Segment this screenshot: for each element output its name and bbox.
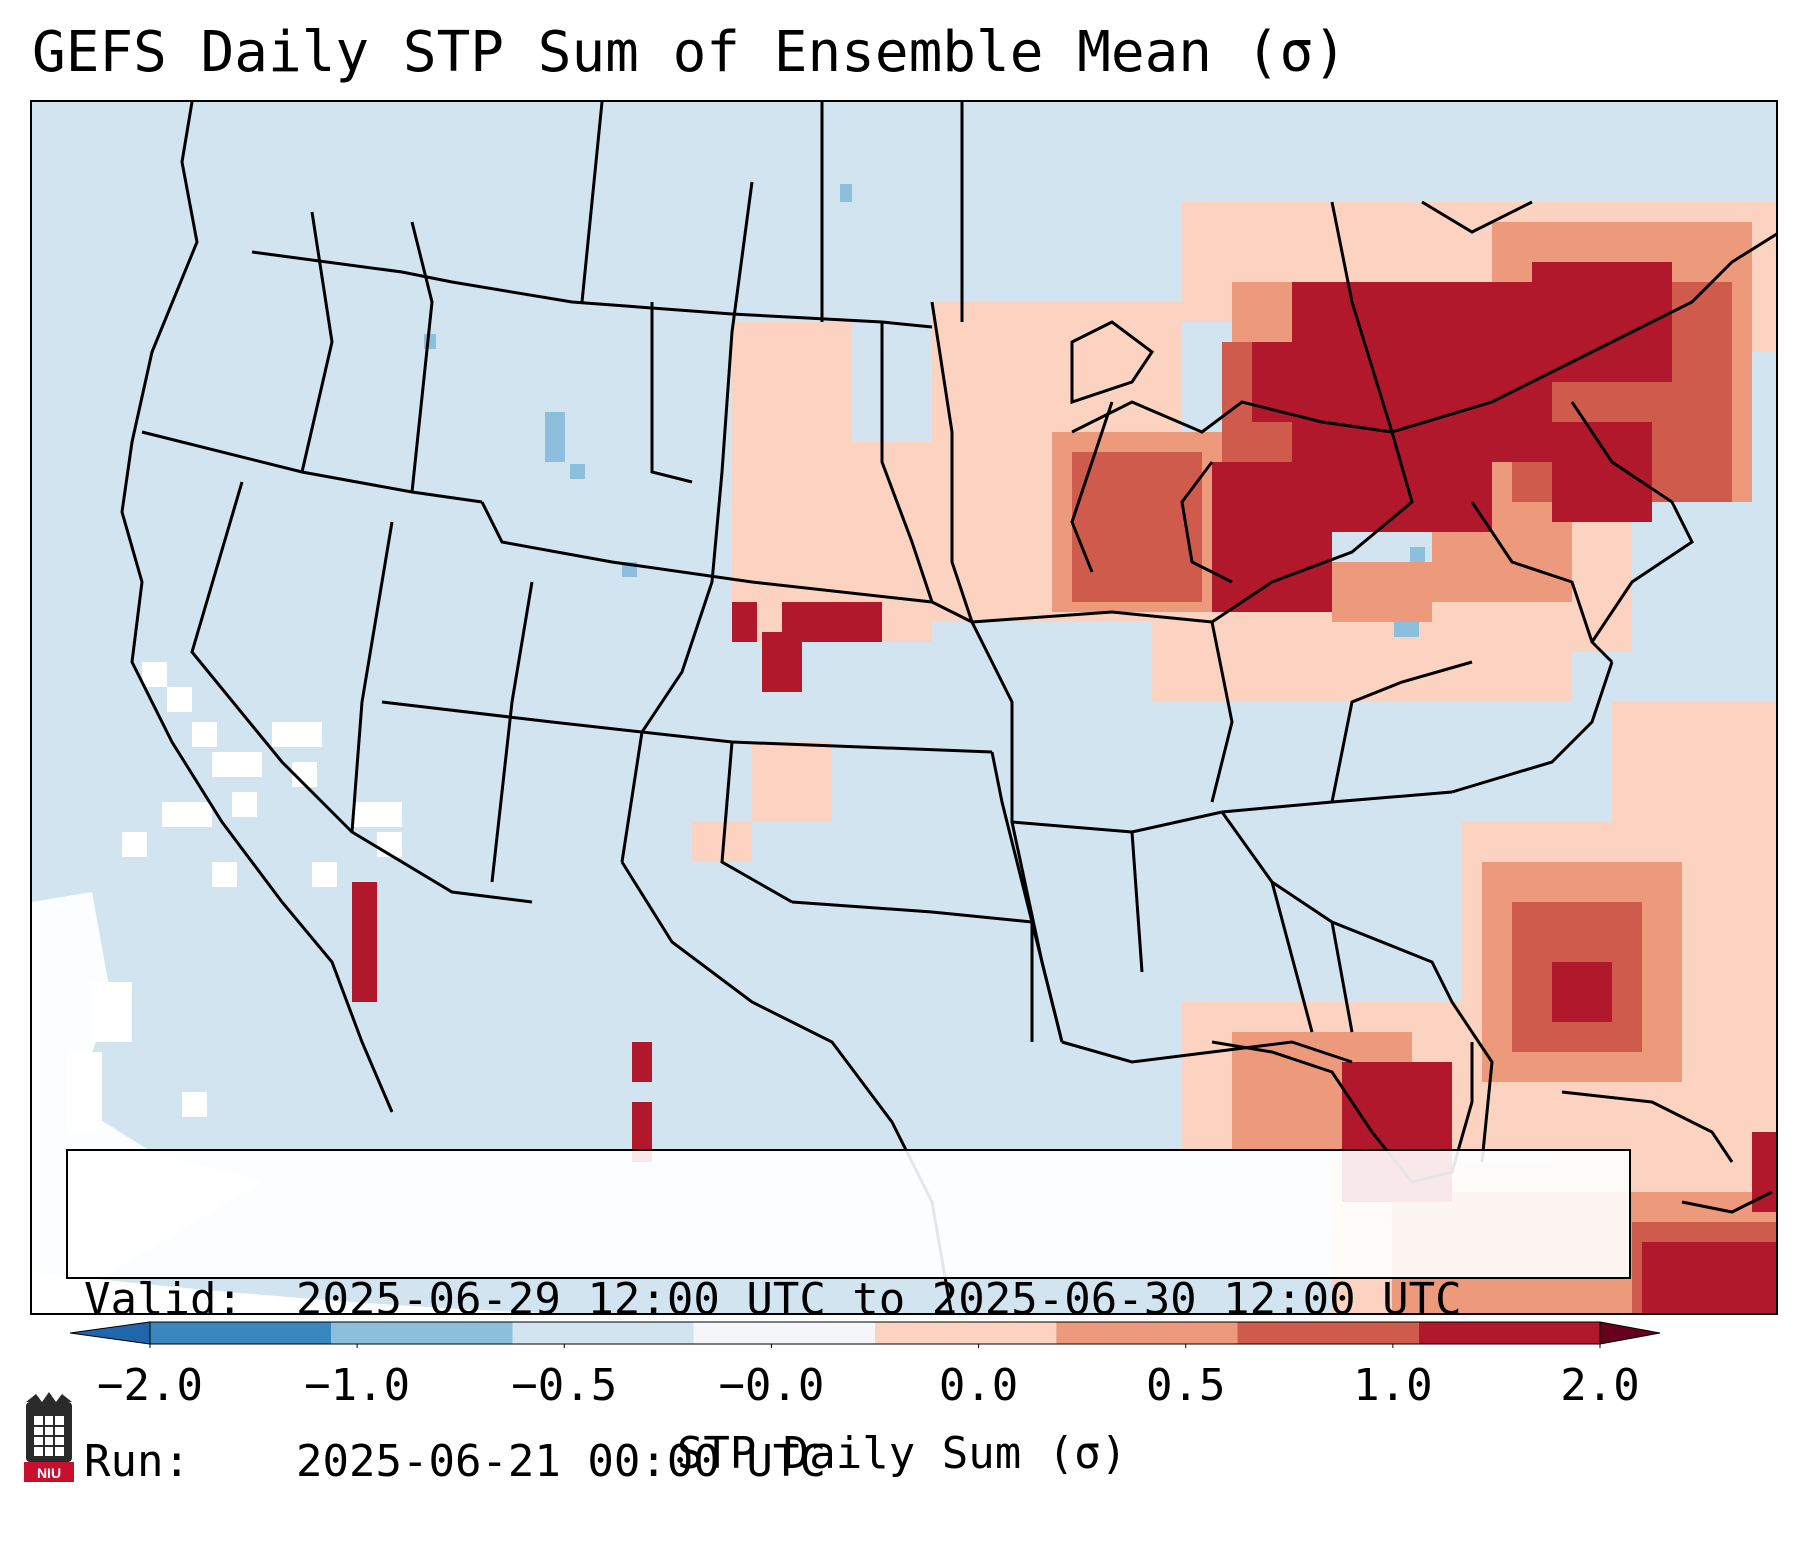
run-value: 2025-06-21 00:00 UTC — [296, 1436, 826, 1487]
anomaly-max-positive — [352, 262, 1776, 1313]
colorbar-segment — [150, 1322, 332, 1344]
niu-logo: NIU — [24, 1392, 74, 1482]
page-title: GEFS Daily STP Sum of Ensemble Mean (σ) — [32, 20, 1347, 85]
colorbar-extend-high — [1599, 1321, 1661, 1345]
colorbar-segment — [875, 1322, 1057, 1344]
colorbar-tick-label: −0.5 — [511, 1360, 618, 1411]
niu-logo-text: NIU — [37, 1465, 61, 1481]
colorbar-tick-label: 2.0 — [1560, 1360, 1640, 1411]
colorbar-tick-label: 0.0 — [938, 1360, 1019, 1411]
colorbar-tick-label: −0.0 — [718, 1360, 825, 1411]
colorbar-segment — [331, 1322, 513, 1344]
run-line: Run: 2025-06-21 00:00 UTC — [84, 1435, 1613, 1489]
colorbar-tick-label: 0.5 — [1145, 1360, 1226, 1411]
colorbar-tick-label: 1.0 — [1353, 1360, 1433, 1411]
valid-label: Valid: — [84, 1274, 243, 1325]
colorbar-label: STP Daily Sum (σ) — [676, 1428, 1128, 1479]
valid-value: 2025-06-29 12:00 UTC to 2025-06-30 12:00… — [296, 1274, 1462, 1325]
valid-run-info-box: Valid: 2025-06-29 12:00 UTC to 2025-06-3… — [66, 1149, 1631, 1487]
colorbar-extend-low — [70, 1321, 151, 1345]
colorbar-segment — [512, 1322, 694, 1344]
colorbar-tick-label: −1.0 — [304, 1360, 411, 1411]
colorbar — [70, 1321, 1661, 1348]
colorbar-segment — [1237, 1322, 1419, 1344]
run-label: Run: — [84, 1436, 190, 1487]
map-panel — [30, 100, 1778, 1315]
neutral-area-edge — [32, 1272, 545, 1313]
colorbar-segment — [693, 1322, 875, 1344]
boundaries — [120, 102, 1776, 1313]
colorbar-segment — [1418, 1322, 1600, 1344]
map-canvas — [32, 102, 1776, 1313]
valid-line: Valid: 2025-06-29 12:00 UTC to 2025-06-3… — [84, 1273, 1613, 1327]
colorbar-tick-label: −2.0 — [97, 1360, 203, 1411]
neutral-area-baja — [67, 662, 402, 1132]
colorbar-segment — [1056, 1322, 1238, 1344]
